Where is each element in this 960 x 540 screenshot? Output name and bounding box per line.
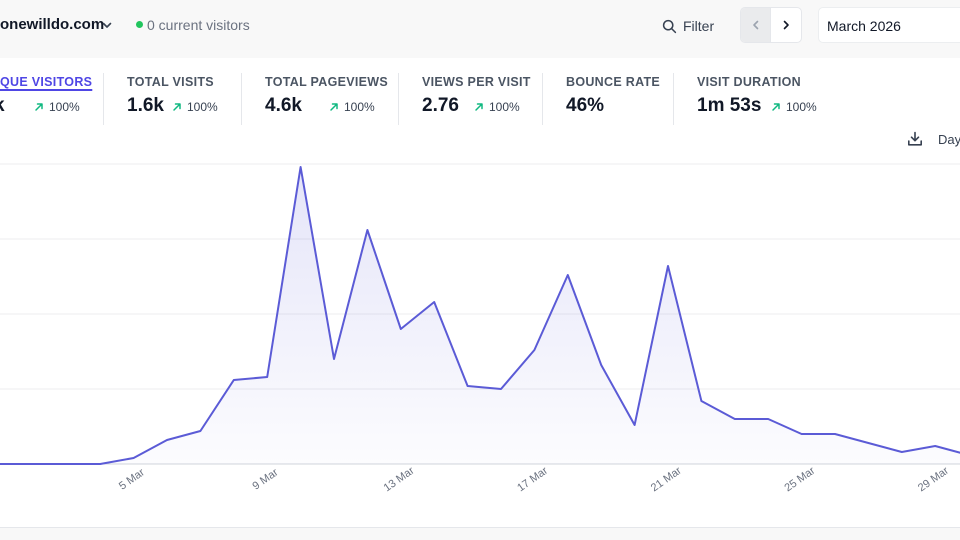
stat-change: 100% bbox=[329, 100, 375, 114]
data-point[interactable] bbox=[595, 359, 607, 371]
stat-change: 100% bbox=[474, 100, 520, 114]
stat-change-value: 100% bbox=[344, 100, 375, 114]
stat-value: 1m 53s bbox=[697, 95, 762, 116]
data-point[interactable] bbox=[796, 428, 808, 440]
data-point[interactable] bbox=[128, 452, 140, 464]
next-period-button[interactable] bbox=[771, 8, 801, 42]
data-point[interactable] bbox=[0, 458, 6, 470]
data-point[interactable] bbox=[161, 434, 173, 446]
stat-change-value: 100% bbox=[786, 100, 817, 114]
stat-value: 1.6k bbox=[127, 95, 164, 116]
data-point[interactable] bbox=[862, 437, 874, 449]
stat-label: VISIT DURATION bbox=[697, 75, 801, 89]
period-picker[interactable]: March 2026 bbox=[818, 7, 960, 43]
data-point[interactable] bbox=[562, 269, 574, 281]
data-point[interactable] bbox=[328, 353, 340, 365]
data-point[interactable] bbox=[428, 296, 440, 308]
filter-label: Filter bbox=[683, 18, 715, 34]
current-visitors[interactable]: 0 current visitors bbox=[147, 17, 250, 33]
data-point[interactable] bbox=[829, 428, 841, 440]
x-tick-label: 25 Mar bbox=[782, 465, 817, 495]
x-tick-label: 21 Mar bbox=[649, 465, 684, 495]
series-area bbox=[0, 167, 960, 464]
data-point[interactable] bbox=[929, 440, 941, 452]
data-point[interactable] bbox=[361, 224, 373, 236]
stat-label: QUE VISITORS bbox=[0, 75, 93, 89]
stat-divider bbox=[542, 73, 543, 125]
stat-change: 100% bbox=[771, 100, 817, 114]
stat-label: BOUNCE RATE bbox=[566, 75, 661, 89]
data-point[interactable] bbox=[261, 371, 273, 383]
stat-divider bbox=[398, 73, 399, 125]
data-point[interactable] bbox=[662, 260, 674, 272]
chevron-down-icon[interactable] bbox=[100, 18, 114, 32]
data-point[interactable] bbox=[528, 344, 540, 356]
stat-label: TOTAL VISITS bbox=[127, 75, 214, 89]
data-point[interactable] bbox=[729, 413, 741, 425]
filter-button[interactable]: Filter bbox=[662, 15, 714, 37]
x-tick-label: 5 Mar bbox=[117, 466, 147, 492]
stat-change-value: 100% bbox=[187, 100, 218, 114]
data-point[interactable] bbox=[27, 458, 39, 470]
stat-value: 4.6k bbox=[265, 95, 302, 116]
period-label: March 2026 bbox=[827, 18, 901, 34]
search-icon bbox=[662, 19, 677, 33]
x-tick-label: 29 Mar bbox=[916, 465, 951, 495]
period-nav bbox=[740, 7, 802, 43]
stat-value: 46% bbox=[566, 95, 605, 116]
data-point[interactable] bbox=[695, 395, 707, 407]
series-line bbox=[0, 166, 960, 465]
data-point[interactable] bbox=[61, 458, 73, 470]
stat-label: VIEWS PER VISIT bbox=[422, 75, 531, 89]
stat-change: 100% bbox=[34, 100, 80, 114]
data-point[interactable] bbox=[94, 458, 106, 470]
chevron-right-icon bbox=[783, 20, 789, 30]
stat-divider bbox=[103, 73, 104, 125]
data-point[interactable] bbox=[762, 413, 774, 425]
stat-change-value: 100% bbox=[489, 100, 520, 114]
arrow-up-right-icon bbox=[772, 103, 780, 111]
data-point[interactable] bbox=[495, 383, 507, 395]
stat-value: 2.76 bbox=[422, 95, 459, 116]
previous-period-button[interactable] bbox=[741, 8, 772, 42]
download-icon[interactable] bbox=[906, 130, 924, 148]
stat-divider bbox=[673, 73, 674, 125]
x-tick-label: 17 Mar bbox=[515, 465, 550, 495]
stat-change: 100% bbox=[172, 100, 218, 114]
arrow-up-right-icon bbox=[35, 103, 43, 111]
data-point[interactable] bbox=[629, 419, 641, 431]
x-tick-label: 13 Mar bbox=[382, 465, 417, 495]
stat-divider bbox=[241, 73, 242, 125]
data-point[interactable] bbox=[462, 380, 474, 392]
data-point[interactable] bbox=[395, 323, 407, 335]
data-point[interactable] bbox=[896, 446, 908, 458]
arrow-up-right-icon bbox=[475, 103, 483, 111]
live-indicator-dot bbox=[136, 21, 143, 28]
data-point[interactable] bbox=[194, 425, 206, 437]
data-point[interactable] bbox=[295, 161, 307, 173]
arrow-up-right-icon bbox=[330, 103, 338, 111]
arrow-up-right-icon bbox=[173, 103, 181, 111]
x-tick-label: 9 Mar bbox=[251, 466, 281, 492]
interval-picker[interactable]: Day bbox=[938, 132, 960, 147]
chevron-left-icon bbox=[752, 20, 758, 30]
stat-value: k bbox=[0, 95, 5, 117]
top-bar: onewilldo.com 0 current visitors Filter … bbox=[0, 0, 960, 56]
stat-label: TOTAL PAGEVIEWS bbox=[265, 75, 389, 89]
data-point[interactable] bbox=[228, 374, 240, 386]
stat-change-value: 100% bbox=[49, 100, 80, 114]
site-name[interactable]: onewilldo.com bbox=[0, 16, 105, 33]
